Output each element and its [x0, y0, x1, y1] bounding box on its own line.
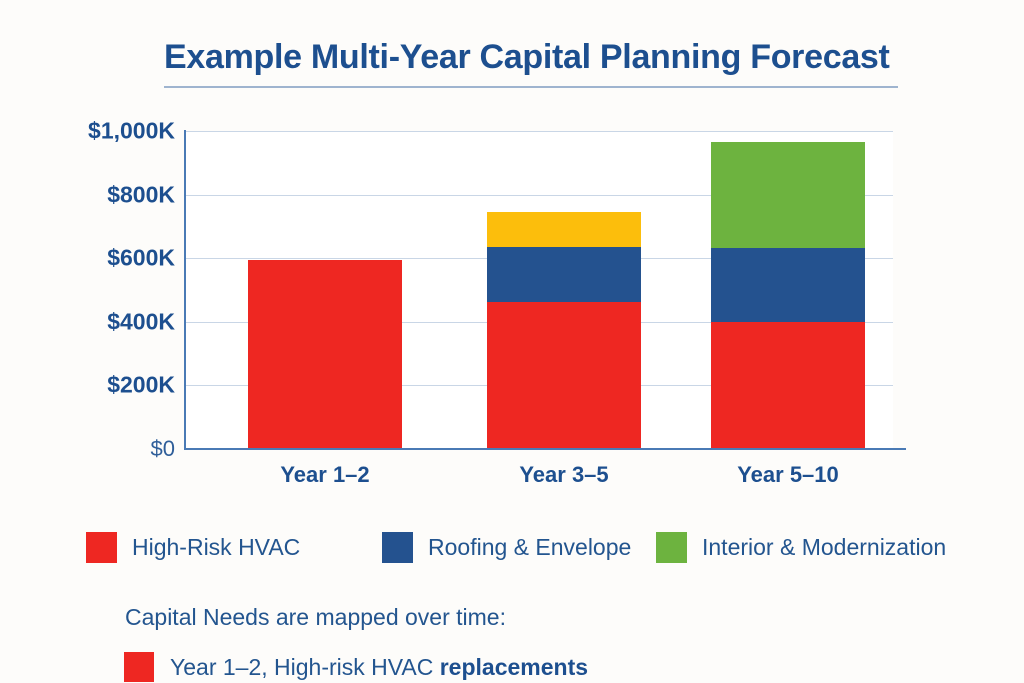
caption-bullet-lead: Year 1–2, High-risk HVAC [170, 653, 440, 680]
legend-item-label: Roofing & Envelope [428, 533, 632, 560]
bar-segment[interactable] [711, 248, 865, 322]
page-title: Example Multi-Year Capital Planning Fore… [164, 38, 890, 76]
gridline [184, 131, 893, 132]
caption-bullet-text: Year 1–2, High-risk HVAC replacements [170, 654, 588, 681]
y-axis-tick-labels: $1,000K $800K $600K $400K $200K $0 [10, 0, 175, 683]
bar-segment[interactable] [487, 212, 641, 248]
bar-segment[interactable] [248, 259, 402, 449]
y-axis-line [184, 130, 186, 450]
legend-item[interactable]: High-Risk HVAC [86, 528, 300, 566]
legend-color-swatch [656, 531, 687, 563]
y-axis-tick-label: $1,000K [88, 117, 175, 144]
legend-color-swatch [382, 531, 413, 563]
gridline [184, 194, 893, 196]
y-axis-tick-label: $600K [107, 244, 175, 271]
x-axis-tick-label: Year 3–5 [519, 462, 609, 487]
legend-item[interactable]: Roofing & Envelope [382, 528, 631, 566]
legend-item-label: Interior & Modernization [702, 533, 947, 560]
y-axis-tick-label: $800K [107, 181, 175, 208]
chart-legend: High-Risk HVAC Roofing & Envelope Interior… [86, 528, 986, 568]
legend-item[interactable]: Interior & Modernization [656, 528, 946, 566]
plot-area [184, 131, 893, 449]
bar-group[interactable] [487, 212, 641, 449]
caption-heading: Capital Needs are mapped over time: [125, 604, 506, 630]
y-axis-tick-label: $400K [107, 308, 175, 335]
chart-title-block: Example Multi-Year Capital Planning Fore… [164, 38, 904, 89]
bar-segment[interactable] [711, 142, 865, 249]
x-axis-tick-label: Year 5–10 [737, 462, 839, 487]
caption-bullet-row: Year 1–2, High-risk HVAC replacements [124, 652, 588, 682]
x-axis-tick-label: Year 1–2 [280, 462, 370, 487]
caption-bullet-emphasis: replacements [439, 653, 589, 680]
legend-item-label: High-Risk HVAC [132, 533, 301, 560]
bar-group[interactable] [248, 259, 402, 449]
y-axis-tick-label: $200K [107, 371, 175, 398]
bar-segment[interactable] [711, 321, 865, 449]
legend-color-swatch [86, 531, 117, 563]
y-axis-tick-label: $0 [150, 436, 175, 461]
bullet-color-swatch [124, 652, 154, 682]
bar-segment[interactable] [487, 302, 641, 449]
bar-group[interactable] [711, 142, 865, 449]
x-axis-line [184, 448, 906, 450]
bar-segment[interactable] [487, 247, 641, 303]
title-divider [164, 86, 898, 89]
